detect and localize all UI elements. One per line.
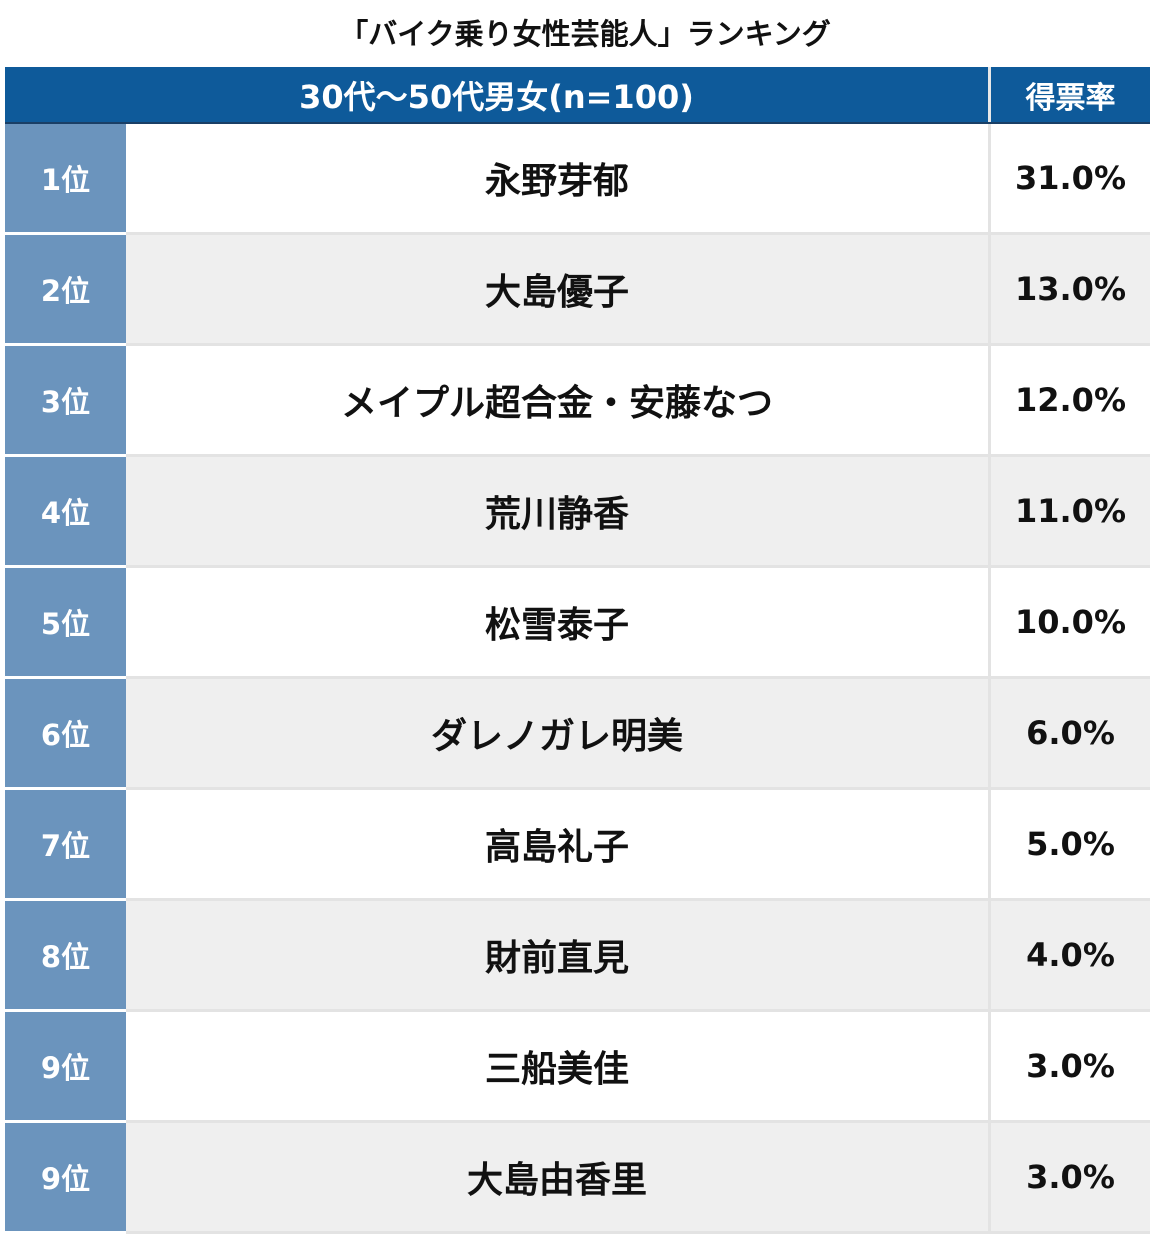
column-divider <box>988 901 991 1012</box>
column-divider <box>988 1123 991 1234</box>
name-cell: 荒川静香 <box>126 457 988 568</box>
rank-cell: 5位 <box>5 568 126 679</box>
rank-cell: 2位 <box>5 235 126 346</box>
header-divider <box>988 67 991 122</box>
name-cell: 財前直見 <box>126 901 988 1012</box>
ranking-table: 30代〜50代男女(n=100) 得票率 1位 永野芽郁 31.0% 2位 大島優子 13… <box>5 67 1150 1234</box>
column-divider <box>988 346 991 457</box>
rank-cell: 9位 <box>5 1012 126 1123</box>
header-group-label: 30代〜50代男女(n=100) <box>299 77 694 116</box>
rate-cell: 6.0% <box>991 679 1150 790</box>
rate-cell: 12.0% <box>991 346 1150 457</box>
name-cell: 大島由香里 <box>126 1123 988 1234</box>
column-divider <box>988 679 991 790</box>
table-row: 4位 荒川静香 11.0% <box>5 457 1150 568</box>
rate-cell: 10.0% <box>991 568 1150 679</box>
rank-cell: 9位 <box>5 1123 126 1234</box>
rank-cell: 1位 <box>5 124 126 235</box>
rate-cell: 3.0% <box>991 1012 1150 1123</box>
table-row: 9位 大島由香里 3.0% <box>5 1123 1150 1234</box>
column-divider <box>988 124 991 235</box>
name-cell: 三船美佳 <box>126 1012 988 1123</box>
header-rate-label: 得票率 <box>1025 80 1116 116</box>
table-row: 6位 ダレノガレ明美 6.0% <box>5 679 1150 790</box>
table-body: 1位 永野芽郁 31.0% 2位 大島優子 13.0% 3位 メイプル超合金・安藤なつ 12.0… <box>5 124 1150 1234</box>
rate-cell: 3.0% <box>991 1123 1150 1234</box>
rate-cell: 4.0% <box>991 901 1150 1012</box>
chart-title: 「バイク乗り女性芸能人」ランキング <box>339 17 831 51</box>
name-cell: ダレノガレ明美 <box>126 679 988 790</box>
name-cell: 大島優子 <box>126 235 988 346</box>
table-row: 8位 財前直見 4.0% <box>5 901 1150 1012</box>
column-divider <box>988 235 991 346</box>
rate-cell: 5.0% <box>991 790 1150 901</box>
table-row: 2位 大島優子 13.0% <box>5 235 1150 346</box>
table-row: 3位 メイプル超合金・安藤なつ 12.0% <box>5 346 1150 457</box>
rank-cell: 6位 <box>5 679 126 790</box>
column-divider <box>988 1012 991 1123</box>
name-cell: 松雪泰子 <box>126 568 988 679</box>
rank-cell: 8位 <box>5 901 126 1012</box>
table-row: 9位 三船美佳 3.0% <box>5 1012 1150 1123</box>
column-divider <box>988 790 991 901</box>
name-cell: メイプル超合金・安藤なつ <box>126 346 988 457</box>
table-header: 30代〜50代男女(n=100) 得票率 <box>5 67 1150 124</box>
rank-cell: 4位 <box>5 457 126 568</box>
column-divider <box>988 457 991 568</box>
name-cell: 高島礼子 <box>126 790 988 901</box>
rate-cell: 13.0% <box>991 235 1150 346</box>
table-row: 5位 松雪泰子 10.0% <box>5 568 1150 679</box>
name-cell: 永野芽郁 <box>126 124 988 235</box>
table-row: 1位 永野芽郁 31.0% <box>5 124 1150 235</box>
rate-cell: 11.0% <box>991 457 1150 568</box>
rate-cell: 31.0% <box>991 124 1150 235</box>
column-divider <box>988 568 991 679</box>
table-row: 7位 高島礼子 5.0% <box>5 790 1150 901</box>
rank-cell: 7位 <box>5 790 126 901</box>
rank-cell: 3位 <box>5 346 126 457</box>
